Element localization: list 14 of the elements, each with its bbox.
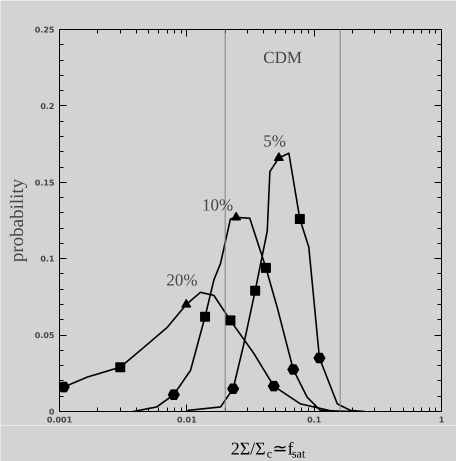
- y-tick-label: 0.2: [40, 102, 54, 111]
- y-tick-label: 0: [48, 408, 55, 416]
- y-tick-label: 0.05: [34, 331, 55, 340]
- y-tick-label: 0.25: [34, 26, 55, 34]
- x-tick-label: 0.01: [176, 416, 198, 424]
- x-tick-label: 0.1: [307, 416, 322, 424]
- y-tick-label: 0.1: [40, 254, 55, 264]
- x-tick-label: 0.001: [46, 416, 73, 424]
- series-label: 5%: [263, 131, 286, 150]
- annotation: CDM: [263, 48, 302, 67]
- x-tick-label: 1: [438, 416, 445, 424]
- series-label: 20%: [166, 270, 198, 290]
- y-tick-label: 0.15: [34, 178, 55, 188]
- y-axis-title: probability: [6, 178, 28, 262]
